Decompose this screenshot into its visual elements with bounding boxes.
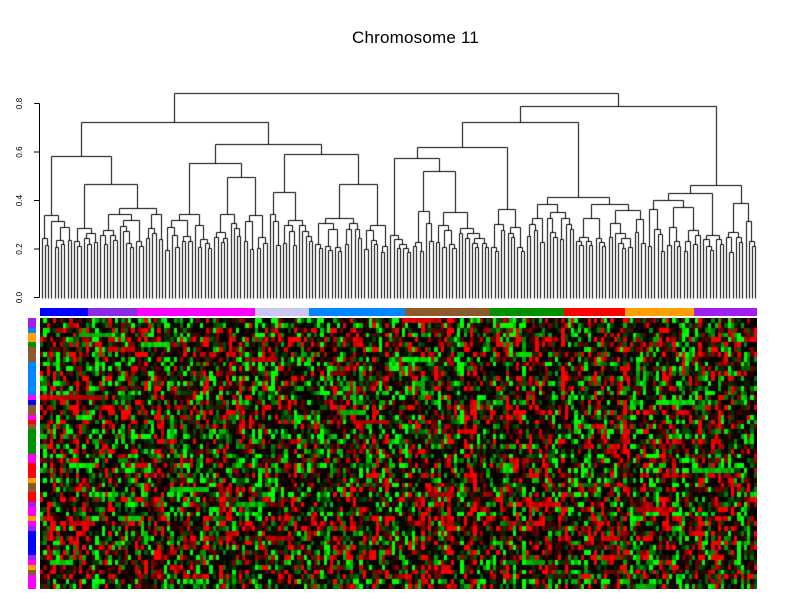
row-class-segment bbox=[28, 327, 36, 333]
column-class-sidebar bbox=[40, 308, 757, 316]
row-class-segment bbox=[28, 574, 36, 590]
row-class-segment bbox=[28, 555, 36, 560]
dendrogram-height-axis: 0.0 0.2 0.4 0.6 0.8 bbox=[15, 97, 40, 303]
column-class-segment bbox=[625, 308, 694, 316]
row-class-segment bbox=[28, 492, 36, 502]
row-class-segment bbox=[28, 395, 36, 401]
column-class-segment bbox=[405, 308, 490, 316]
column-class-segment bbox=[309, 308, 405, 316]
dendrogram-canvas bbox=[40, 85, 757, 300]
row-class-segment bbox=[28, 424, 36, 430]
heatmap-canvas bbox=[40, 318, 757, 589]
row-class-segment bbox=[28, 477, 36, 483]
row-class-segment bbox=[28, 419, 36, 425]
axis-tick-label: 0.8 bbox=[15, 97, 24, 109]
column-class-segment bbox=[694, 308, 757, 316]
row-class-segment bbox=[28, 564, 36, 570]
row-class-segment bbox=[28, 453, 36, 464]
row-class-segment bbox=[28, 332, 36, 343]
column-class-segment bbox=[490, 308, 564, 316]
row-class-segment bbox=[28, 516, 36, 522]
row-class-segment bbox=[28, 521, 36, 527]
axis-tick-label: 0.6 bbox=[15, 146, 24, 158]
row-class-segment bbox=[28, 501, 36, 507]
row-class-segment bbox=[28, 530, 36, 556]
row-class-segment bbox=[28, 400, 36, 406]
row-class-segment bbox=[28, 347, 36, 362]
row-class-segment bbox=[28, 482, 36, 493]
row-class-segment bbox=[28, 414, 36, 420]
axis-tick-label: 0.4 bbox=[15, 194, 24, 206]
axis-tick-label: 0.0 bbox=[15, 291, 24, 303]
row-class-segment bbox=[28, 361, 36, 396]
figure-title: Chromosome 11 bbox=[351, 28, 479, 47]
row-class-segment bbox=[28, 569, 36, 575]
column-class-segment bbox=[564, 308, 625, 316]
column-class-segment bbox=[88, 308, 137, 316]
row-class-segment bbox=[28, 559, 36, 565]
axis-tick-label: 0.2 bbox=[15, 243, 24, 255]
row-class-segment bbox=[28, 526, 36, 531]
column-class-segment bbox=[40, 308, 88, 316]
row-class-segment bbox=[28, 405, 36, 415]
row-class-segment bbox=[28, 342, 36, 348]
row-class-segment bbox=[28, 318, 36, 328]
column-class-segment bbox=[137, 308, 255, 316]
row-class-sidebar bbox=[28, 318, 36, 590]
row-class-segment bbox=[28, 429, 36, 454]
column-class-segment bbox=[255, 308, 309, 316]
row-class-segment bbox=[28, 463, 36, 478]
row-class-segment bbox=[28, 506, 36, 517]
